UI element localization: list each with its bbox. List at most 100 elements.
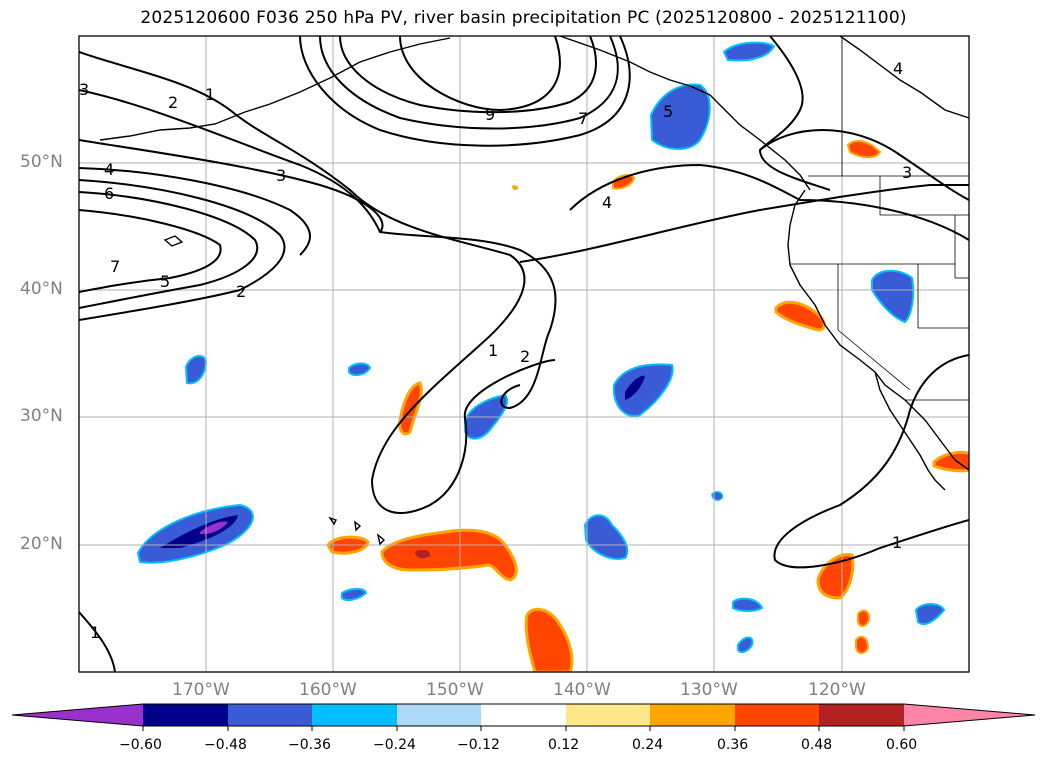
coast-canada-north [839, 36, 969, 119]
island-hawaii-3 [376, 533, 386, 546]
contour-label-l: 2 [236, 282, 246, 301]
contour-label-m: 3 [79, 80, 89, 99]
precip-blob-small-red-1 [857, 609, 871, 627]
contour-label-s: 1 [90, 623, 100, 642]
precip-blob-gulf-alaska [649, 83, 711, 150]
colorbar-bin-3 [312, 704, 397, 726]
lon-label-170w: 170°W [172, 680, 230, 700]
contour-label-c: 3 [276, 166, 286, 185]
colorbar-tick-label: 0.48 [801, 737, 833, 753]
lon-label-140w: 140°W [553, 680, 611, 700]
precip-blob-small-3 [732, 597, 764, 612]
contour-label-k: 1 [892, 533, 902, 552]
colorbar-bin-8 [735, 704, 819, 726]
precip-blob-mid-2-core [625, 375, 645, 400]
pv-contour-jet-north-1 [299, 36, 631, 147]
pv-contour-4 [79, 167, 311, 256]
precip-blob-hawaii [380, 528, 518, 582]
contour-label-i: 1 [488, 341, 498, 360]
precip-blob-small-red-3 [512, 185, 519, 190]
island-small-1 [163, 235, 184, 247]
precip-blob-alaska-north [722, 41, 776, 62]
precip-blob-small-5 [914, 603, 946, 626]
coast-alaska-peninsula [559, 36, 811, 191]
precip-blob-narrow-1 [398, 381, 423, 436]
colorbar-tick-label: −0.36 [288, 737, 331, 753]
lon-label-150w: 150°W [426, 680, 484, 700]
contour-label-g: 7 [110, 257, 120, 276]
contour-label-a: 1 [205, 85, 215, 104]
contour-label-b: 2 [168, 93, 178, 112]
colorbar-tick-label: −0.12 [457, 737, 500, 753]
precip-blob-nw-coast [846, 139, 882, 159]
graticule [79, 36, 969, 672]
colorbar-bin-2 [228, 704, 312, 726]
pv-contour-1-southeast [773, 354, 969, 569]
precip-negative-areas [136, 41, 946, 654]
pv-contour-6 [79, 191, 258, 309]
coast-alaska-aleutians [99, 37, 451, 141]
lat-label-30n: 30°N [20, 406, 63, 426]
pv-contour-1-southwest [79, 611, 116, 672]
colorbar-extend-low [12, 704, 143, 726]
contour-label-d: 4 [104, 160, 114, 179]
precip-blob-mid-2 [612, 363, 674, 417]
colorbar-bin-6 [566, 704, 650, 726]
pv-contour-jet-north-2 [319, 36, 619, 130]
colorbar-extend-high [904, 704, 1035, 726]
contour-label-o: 7 [578, 109, 588, 128]
island-hawaii-1 [328, 516, 337, 526]
colorbar-tick-label: −0.60 [119, 737, 162, 753]
pv-contour-2-main [79, 89, 557, 410]
contour-label-n: 4 [602, 193, 612, 212]
precip-blob-central-pacific-peak [200, 521, 228, 535]
colorbar-bin-5 [481, 704, 566, 726]
pv-contour-9 [399, 36, 561, 112]
colorbar-bin-9 [819, 704, 904, 726]
precip-blob-small-1 [348, 362, 372, 377]
coastlines [99, 36, 969, 546]
colorbar-tick-label: 0.36 [717, 737, 749, 753]
pv-contour-4-ne [758, 36, 831, 191]
lat-label-50n: 50°N [20, 152, 63, 172]
pv-contour-5-outer [79, 179, 286, 321]
colorbar-bin-1 [143, 704, 228, 726]
precip-blob-small-red-2 [855, 635, 870, 654]
precip-blob-hawaii-core [415, 549, 431, 559]
colorbar-tick-label: 0.24 [632, 737, 664, 753]
colorbar-bin-4 [397, 704, 481, 726]
coast-baja [874, 371, 946, 491]
precip-blob-small-4 [737, 636, 754, 654]
colorbar-tick-label: 0.60 [886, 737, 918, 753]
political-borders [790, 36, 969, 401]
contour-label-j: 2 [520, 347, 530, 366]
pv-contour-4-east [569, 163, 969, 241]
lon-label-130w: 130°W [680, 680, 738, 700]
colorbar-bin-7 [650, 704, 735, 726]
pv-contour-3 [79, 139, 384, 233]
pv-contour-labels: 1 2 3 4 5 6 7 9 1 2 1 2 3 4 7 4 3 5 1 [79, 59, 912, 642]
precip-blob-mexico [932, 450, 969, 473]
contour-label-r: 5 [663, 102, 673, 121]
precip-blob-south-1 [583, 514, 629, 560]
contour-label-q: 3 [902, 163, 912, 182]
lat-label-40n: 40°N [20, 279, 63, 299]
pv-contour-1-west [79, 51, 556, 514]
precip-blob-small-6 [711, 491, 724, 501]
precip-blob-south-central [524, 607, 574, 672]
pv-contour-3-ne [759, 129, 969, 201]
coast-west-us [787, 189, 969, 471]
colorbar-tick-label: −0.48 [204, 737, 247, 753]
colorbar [11, 703, 1036, 731]
island-hawaii-2 [354, 520, 362, 532]
pv-contour-3-east [519, 184, 969, 263]
pv-contours [79, 36, 969, 672]
contour-label-f: 6 [104, 184, 114, 203]
precip-blob-great-basin [871, 269, 915, 324]
pv-contour-7 [79, 209, 222, 293]
precip-blob-small-2 [341, 587, 368, 602]
lat-label-20n: 20°N [20, 534, 63, 554]
contour-label-e: 5 [160, 272, 170, 291]
contour-label-h: 9 [485, 105, 495, 124]
